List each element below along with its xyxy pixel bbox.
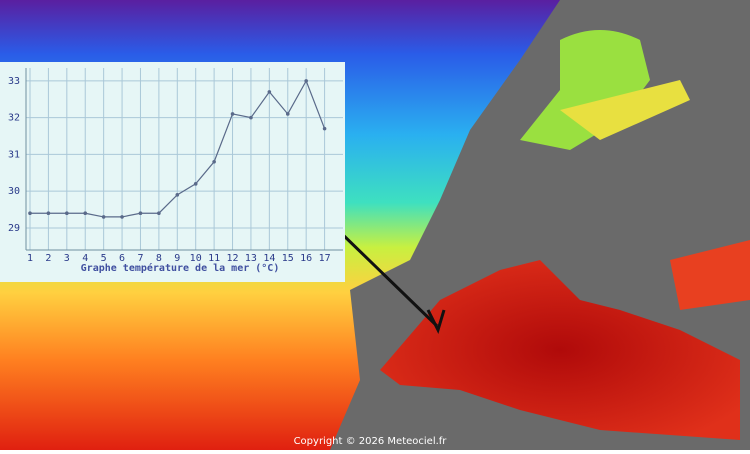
baltic-south — [560, 80, 690, 140]
x-tick-label: 12 — [227, 253, 239, 264]
x-tick-label: 15 — [282, 253, 294, 264]
point — [138, 211, 143, 216]
x-tick-label: 5 — [101, 253, 107, 264]
x-tick-label: 14 — [263, 253, 275, 264]
point — [193, 182, 198, 186]
x-tick-label: 10 — [190, 253, 202, 264]
x-tick-label: 2 — [45, 253, 51, 264]
point — [322, 126, 327, 131]
x-tick-label: 4 — [82, 253, 88, 264]
arrow-head — [426, 309, 446, 335]
y-tick-label: 33 — [8, 76, 20, 87]
x-tick-label: 8 — [156, 253, 162, 264]
x-tick-label: 3 — [64, 253, 70, 264]
inset-background — [0, 62, 345, 282]
x-tick-label: 7 — [137, 253, 143, 264]
y-tick-label: 31 — [8, 149, 20, 160]
point — [46, 211, 51, 216]
point — [175, 193, 180, 197]
black-sea — [670, 240, 750, 310]
x-tick-label: 1 — [27, 253, 33, 264]
point — [65, 211, 69, 216]
x-tick-label: 17 — [319, 253, 331, 264]
x-tick-label: 16 — [300, 253, 312, 264]
point — [120, 215, 124, 219]
chart-title: Graphe température de la mer (°C) — [81, 262, 280, 274]
point — [285, 112, 290, 116]
y-tick-label: 29 — [8, 223, 20, 234]
point — [304, 79, 308, 83]
x-tick-label: 11 — [208, 253, 220, 264]
x-tick-label: 6 — [119, 253, 125, 264]
point — [212, 159, 216, 164]
x-tick-label: 13 — [245, 253, 257, 264]
mediterranean — [380, 260, 740, 440]
point — [28, 211, 32, 216]
point — [157, 211, 161, 216]
y-tick-label: 32 — [8, 113, 20, 124]
point — [83, 211, 88, 216]
point — [267, 90, 272, 94]
point — [230, 112, 235, 116]
point — [101, 215, 106, 219]
y-tick-label: 30 — [8, 186, 20, 197]
arrow — [338, 230, 439, 328]
inset-chart: Graphe température de la mer (°C) 293031… — [0, 62, 345, 282]
credit: Copyright © 2026 Meteociel.fr — [294, 436, 448, 447]
point — [249, 115, 253, 120]
x-tick-label: 9 — [174, 253, 180, 264]
